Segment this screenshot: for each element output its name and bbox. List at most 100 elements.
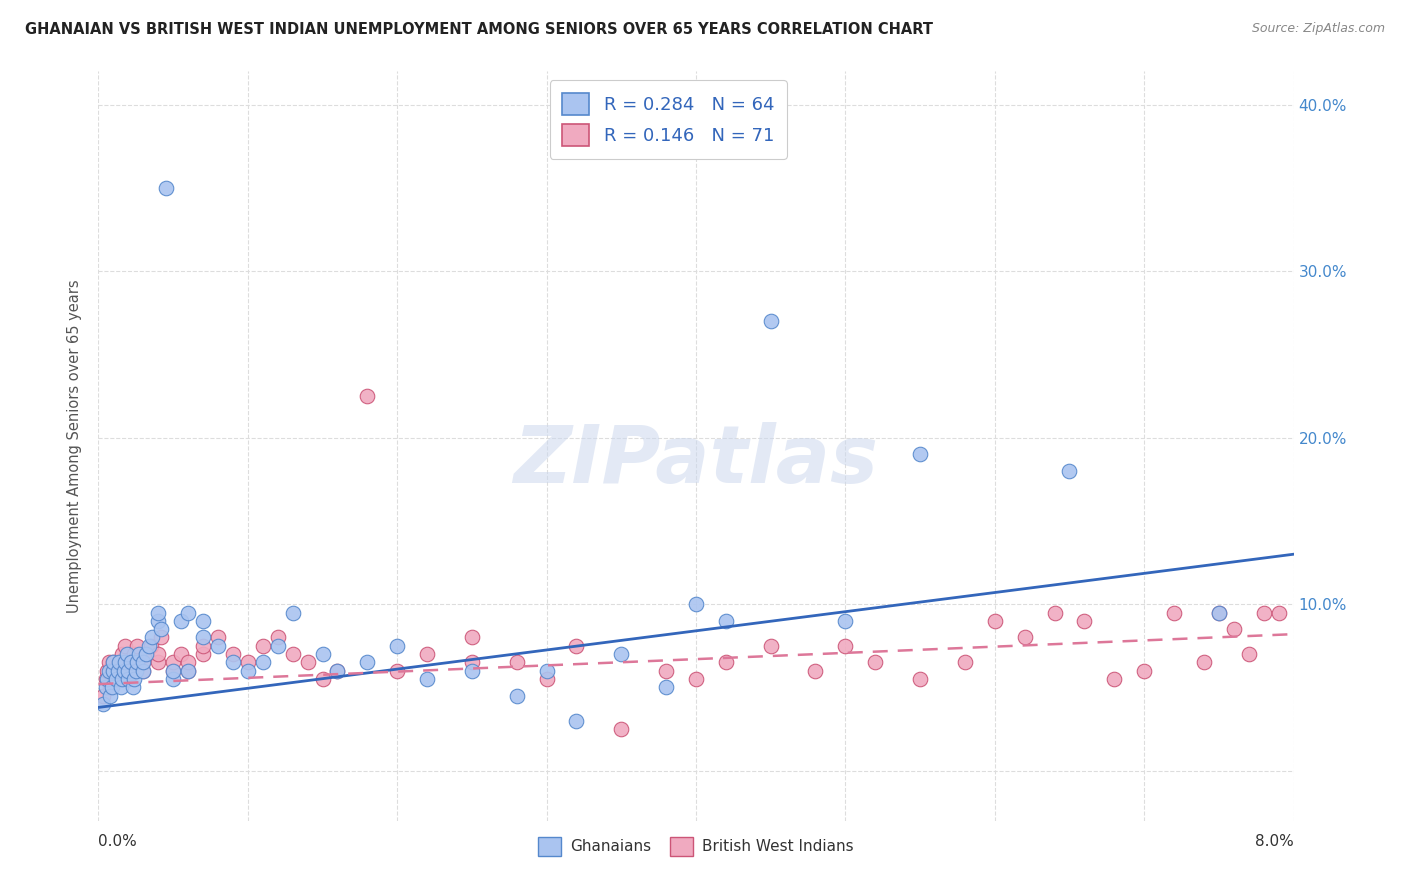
- Point: [281, 606, 304, 620]
- Text: GHANAIAN VS BRITISH WEST INDIAN UNEMPLOYMENT AMONG SENIORS OVER 65 YEARS CORRELA: GHANAIAN VS BRITISH WEST INDIAN UNEMPLOY…: [25, 22, 934, 37]
- Point: [191, 631, 214, 645]
- Point: [714, 614, 737, 628]
- Point: [252, 656, 274, 670]
- Point: [150, 622, 173, 636]
- Point: [565, 714, 588, 728]
- Point: [759, 639, 782, 653]
- Point: [96, 672, 118, 686]
- Point: [155, 181, 177, 195]
- Point: [169, 647, 191, 661]
- Point: [356, 656, 378, 670]
- Point: [1208, 606, 1230, 620]
- Point: [1237, 647, 1260, 661]
- Point: [135, 647, 157, 661]
- Point: [91, 697, 114, 711]
- Point: [111, 647, 134, 661]
- Point: [141, 631, 163, 645]
- Point: [252, 639, 274, 653]
- Point: [110, 656, 132, 670]
- Point: [125, 664, 148, 678]
- Point: [132, 656, 155, 670]
- Point: [461, 664, 484, 678]
- Point: [191, 647, 214, 661]
- Point: [207, 639, 229, 653]
- Point: [127, 639, 149, 653]
- Point: [114, 656, 136, 670]
- Point: [117, 664, 139, 678]
- Point: [865, 656, 887, 670]
- Point: [461, 631, 484, 645]
- Point: [121, 681, 143, 695]
- Point: [132, 656, 155, 670]
- Point: [162, 664, 184, 678]
- Point: [105, 672, 128, 686]
- Point: [124, 647, 146, 661]
- Point: [103, 664, 125, 678]
- Point: [191, 639, 214, 653]
- Point: [177, 656, 200, 670]
- Point: [804, 664, 827, 678]
- Point: [207, 631, 229, 645]
- Point: [610, 647, 633, 661]
- Point: [103, 664, 125, 678]
- Point: [105, 672, 128, 686]
- Point: [297, 656, 319, 670]
- Point: [98, 689, 122, 703]
- Point: [1059, 464, 1081, 478]
- Text: 8.0%: 8.0%: [1254, 834, 1294, 849]
- Point: [655, 664, 678, 678]
- Point: [461, 656, 484, 670]
- Point: [124, 672, 146, 686]
- Point: [565, 639, 588, 653]
- Point: [169, 614, 191, 628]
- Point: [1104, 672, 1126, 686]
- Point: [117, 672, 139, 686]
- Point: [326, 664, 349, 678]
- Point: [267, 631, 290, 645]
- Point: [236, 656, 259, 670]
- Point: [132, 664, 155, 678]
- Point: [1043, 606, 1066, 620]
- Point: [132, 664, 155, 678]
- Point: [96, 664, 118, 678]
- Point: [281, 647, 304, 661]
- Point: [311, 647, 333, 661]
- Point: [1253, 606, 1275, 620]
- Point: [114, 639, 136, 653]
- Point: [103, 656, 125, 670]
- Point: [139, 639, 162, 653]
- Point: [953, 656, 976, 670]
- Point: [115, 647, 138, 661]
- Point: [222, 656, 245, 670]
- Point: [91, 689, 114, 703]
- Point: [506, 689, 529, 703]
- Point: [128, 647, 150, 661]
- Point: [97, 656, 120, 670]
- Point: [107, 664, 129, 678]
- Point: [110, 681, 132, 695]
- Point: [120, 656, 142, 670]
- Point: [908, 672, 931, 686]
- Point: [148, 656, 170, 670]
- Point: [311, 672, 333, 686]
- Point: [356, 389, 378, 403]
- Point: [1192, 656, 1215, 670]
- Point: [416, 647, 439, 661]
- Point: [117, 664, 139, 678]
- Point: [135, 647, 157, 661]
- Point: [120, 656, 142, 670]
- Point: [148, 614, 170, 628]
- Point: [685, 672, 707, 686]
- Point: [94, 681, 117, 695]
- Point: [162, 664, 184, 678]
- Point: [834, 614, 856, 628]
- Point: [112, 664, 135, 678]
- Point: [177, 664, 200, 678]
- Point: [1223, 622, 1246, 636]
- Point: [94, 672, 117, 686]
- Point: [191, 614, 214, 628]
- Point: [536, 664, 558, 678]
- Point: [1014, 631, 1036, 645]
- Point: [1208, 606, 1230, 620]
- Text: Source: ZipAtlas.com: Source: ZipAtlas.com: [1251, 22, 1385, 36]
